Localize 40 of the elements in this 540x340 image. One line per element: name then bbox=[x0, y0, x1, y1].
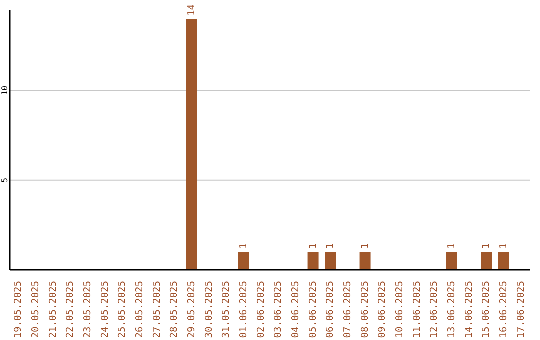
x-tick-label: 30.05.2025 bbox=[204, 281, 215, 338]
x-tick-label: 11.06.2025 bbox=[412, 281, 423, 338]
data-label: 1 bbox=[325, 243, 336, 250]
data-label: 1 bbox=[481, 243, 492, 250]
x-tick-label: 09.06.2025 bbox=[377, 281, 388, 338]
x-tick-label: 12.06.2025 bbox=[429, 281, 440, 338]
data-label: 1 bbox=[360, 243, 371, 250]
x-tick-label: 08.06.2025 bbox=[360, 281, 371, 338]
x-tick-label: 16.06.2025 bbox=[498, 281, 510, 338]
x-tick-label: 07.06.2025 bbox=[342, 281, 354, 338]
x-tick-label: 26.05.2025 bbox=[134, 281, 146, 338]
x-tick-label: 17.06.2025 bbox=[516, 281, 527, 338]
data-label: 14 bbox=[186, 4, 198, 16]
x-tick-label: 10.06.2025 bbox=[394, 281, 406, 338]
x-tick-label: 02.06.2025 bbox=[256, 281, 267, 338]
y-tick-label: 5 bbox=[0, 178, 10, 183]
x-tick-label: 29.05.2025 bbox=[186, 281, 198, 338]
x-tick-label: 03.06.2025 bbox=[273, 281, 284, 338]
x-tick-label: 24.05.2025 bbox=[100, 281, 111, 338]
x-tick-label: 27.05.2025 bbox=[152, 281, 163, 338]
x-tick-label: 19.05.2025 bbox=[13, 281, 24, 338]
x-tick-label: 06.06.2025 bbox=[325, 281, 336, 338]
x-tick-label: 14.06.2025 bbox=[464, 281, 475, 338]
x-tick-label: 31.05.2025 bbox=[221, 281, 232, 338]
data-label: 1 bbox=[238, 243, 250, 250]
data-label: 1 bbox=[446, 243, 458, 250]
x-tick-label: 22.05.2025 bbox=[65, 281, 76, 338]
x-tick-label: 21.05.2025 bbox=[48, 281, 59, 338]
x-tick-label: 13.06.2025 bbox=[446, 281, 458, 338]
x-tick-label: 01.06.2025 bbox=[238, 281, 250, 338]
x-tick-label: 04.06.2025 bbox=[290, 281, 302, 338]
x-tick-label: 25.05.2025 bbox=[117, 281, 128, 338]
x-tick-label: 05.06.2025 bbox=[308, 281, 319, 338]
x-tick-label: 23.05.2025 bbox=[82, 281, 94, 338]
y-tick-label: 10 bbox=[0, 86, 10, 96]
data-label: 1 bbox=[308, 243, 319, 250]
data-label: 1 bbox=[498, 243, 510, 250]
x-tick-label: 28.05.2025 bbox=[169, 281, 180, 338]
x-tick-label: 20.05.2025 bbox=[30, 281, 42, 338]
x-tick-label: 15.06.2025 bbox=[481, 281, 492, 338]
